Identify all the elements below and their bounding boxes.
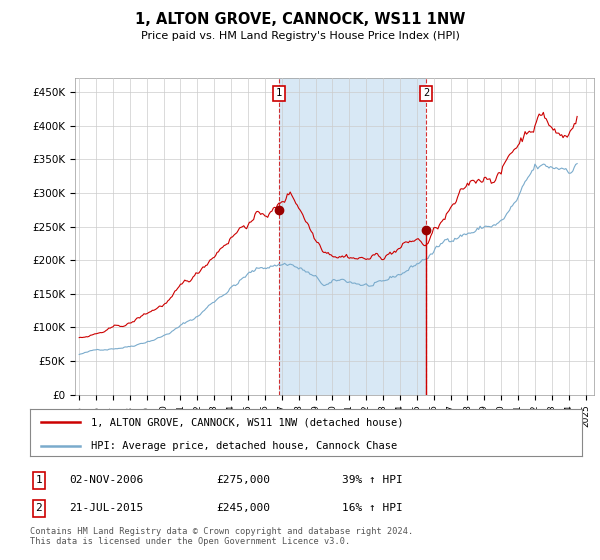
Text: 1, ALTON GROVE, CANNOCK, WS11 1NW: 1, ALTON GROVE, CANNOCK, WS11 1NW bbox=[135, 12, 465, 27]
Text: £275,000: £275,000 bbox=[216, 475, 270, 486]
Text: 1, ALTON GROVE, CANNOCK, WS11 1NW (detached house): 1, ALTON GROVE, CANNOCK, WS11 1NW (detac… bbox=[91, 417, 403, 427]
Text: Contains HM Land Registry data © Crown copyright and database right 2024.
This d: Contains HM Land Registry data © Crown c… bbox=[30, 526, 413, 546]
Text: £245,000: £245,000 bbox=[216, 503, 270, 514]
Text: 16% ↑ HPI: 16% ↑ HPI bbox=[342, 503, 403, 514]
Text: 2: 2 bbox=[35, 503, 43, 514]
Text: Price paid vs. HM Land Registry's House Price Index (HPI): Price paid vs. HM Land Registry's House … bbox=[140, 31, 460, 41]
Text: 1: 1 bbox=[35, 475, 43, 486]
Text: 39% ↑ HPI: 39% ↑ HPI bbox=[342, 475, 403, 486]
Text: 2: 2 bbox=[423, 88, 429, 99]
Text: 02-NOV-2006: 02-NOV-2006 bbox=[69, 475, 143, 486]
Text: HPI: Average price, detached house, Cannock Chase: HPI: Average price, detached house, Cann… bbox=[91, 441, 397, 451]
Text: 21-JUL-2015: 21-JUL-2015 bbox=[69, 503, 143, 514]
Text: 1: 1 bbox=[276, 88, 282, 99]
Bar bbox=[279, 78, 426, 395]
